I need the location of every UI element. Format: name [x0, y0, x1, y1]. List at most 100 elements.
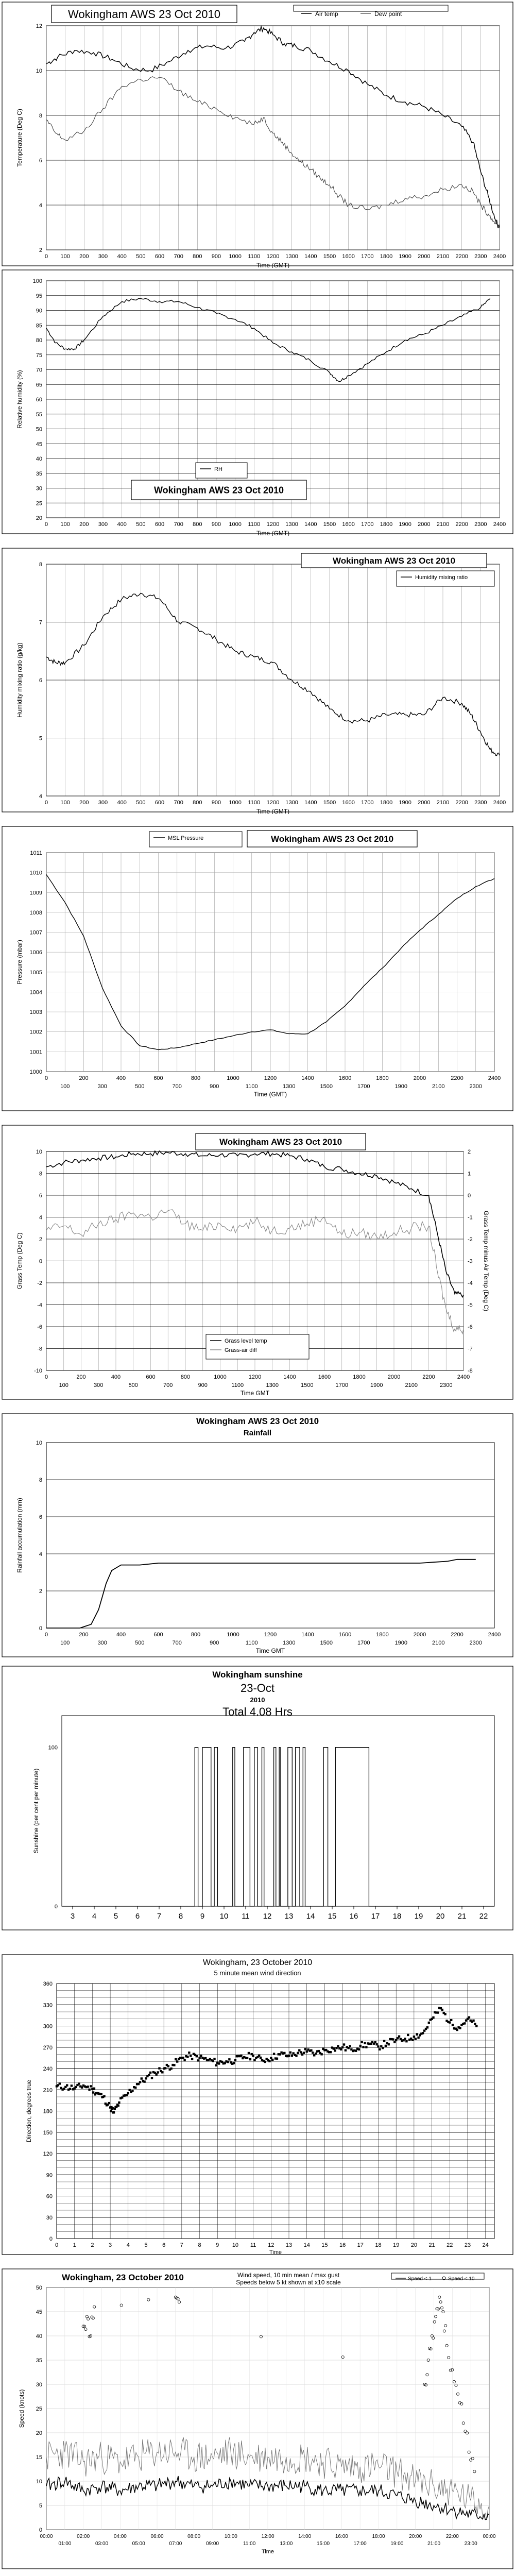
winddir-point: [179, 2057, 182, 2059]
winddir-point: [188, 2052, 191, 2054]
windspeed-y-axis-label: Speed (knots): [18, 2389, 25, 2428]
temp-x-axis-label: Time (GMT): [256, 262, 289, 268]
winddir-point: [272, 2053, 276, 2055]
windspeed-point-low: [451, 2368, 454, 2371]
sunshine-x-tick-label: 22: [479, 1912, 488, 1921]
winddir-point: [298, 2049, 301, 2052]
winddir-point: [292, 2052, 295, 2055]
grass-y2-tick-label: 1: [468, 1171, 471, 1177]
winddir-point: [320, 2053, 323, 2056]
rh-y-tick-label: 65: [36, 382, 42, 388]
winddir-point: [301, 2053, 304, 2056]
winddir-point: [91, 2088, 94, 2091]
rh-x-tick-label: 100: [60, 521, 70, 528]
winddir-x-tick-label: 6: [162, 2242, 165, 2248]
windspeed-point-low: [89, 2334, 92, 2337]
windspeed-point-low: [84, 2328, 88, 2331]
winddir-point: [367, 2042, 369, 2045]
winddir-point: [389, 2038, 391, 2041]
sunshine-chart-title: Wokingham sunshine: [212, 1670, 302, 1680]
hmr-series-humidity-mixing-ratio: [46, 592, 500, 756]
rh-x-tick-label: 700: [174, 521, 183, 528]
hmr-x-tick-label: 2000: [418, 800, 430, 806]
winddir-point: [245, 2057, 247, 2059]
winddir-gridlines: [56, 1983, 494, 2239]
winddir-point: [335, 2047, 338, 2049]
winddir-point: [108, 2102, 110, 2105]
winddir-point: [93, 2087, 96, 2090]
winddir-point: [294, 2054, 296, 2056]
pressure-y-tick-label: 1008: [30, 910, 42, 916]
winddir-point: [110, 2106, 113, 2109]
sunshine-x-tick-label: 10: [220, 1912, 229, 1921]
grass-y-tick-label: 0: [39, 1259, 42, 1265]
winddir-point: [113, 2108, 116, 2110]
winddir-point: [380, 2045, 383, 2047]
winddir-point: [57, 2084, 60, 2087]
winddir-point: [203, 2057, 205, 2060]
winddir-point: [396, 2037, 399, 2040]
rain-x-tick-label: 1500: [320, 1640, 333, 1646]
temp-y-tick-label: 10: [36, 68, 42, 74]
grass-y2-tick-label: 2: [468, 1149, 471, 1155]
hmr-y-tick-label: 5: [39, 736, 42, 742]
hmr-x-tick-label: 200: [79, 800, 89, 806]
winddir-point: [180, 2057, 183, 2059]
temp-x-tick-label: 2300: [474, 253, 487, 260]
grass-x-tick-label: 200: [76, 1374, 85, 1380]
pressure-x-tick-label: 1600: [339, 1075, 351, 1081]
windspeed-x-tick-label: 21:00: [427, 2541, 440, 2547]
pressure-x-tick-label: 100: [60, 1083, 70, 1090]
winddir-point: [405, 2040, 408, 2043]
windspeed-y-tick-label: 30: [36, 2382, 42, 2388]
hmr-x-tick-label: 600: [155, 800, 164, 806]
temp-y-tick-label: 4: [39, 202, 42, 209]
winddir-point: [234, 2059, 237, 2061]
pressure-x-tick-label: 900: [210, 1083, 219, 1090]
hmr-x-tick-label: 300: [98, 800, 108, 806]
winddir-y-tick-label: 0: [49, 2236, 53, 2242]
winddir-point: [434, 2011, 436, 2014]
grass-y-tick-label: 6: [39, 1193, 42, 1199]
grass-series-grass-level-temp: [46, 1150, 464, 1298]
rain-x-tick-label: 1900: [395, 1640, 407, 1646]
sunshine-x-tick-label: 9: [200, 1912, 204, 1921]
mixing-ratio-panel: 0 100 200 300 400 500 600 700 800 900 1000 1100 1200…: [0, 546, 515, 814]
winddir-point: [231, 2062, 234, 2065]
rh-x-tick-label: 300: [98, 521, 108, 528]
winddir-point: [454, 2027, 457, 2030]
winddir-point: [422, 2032, 424, 2035]
rain-x-tick-label: 2000: [414, 1632, 426, 1638]
rain-x-tick-label: 1100: [246, 1640, 258, 1646]
sunshine-y-tick-label: 0: [55, 1904, 58, 1910]
winddir-point: [55, 2085, 58, 2088]
winddir-point: [85, 2086, 88, 2089]
temp-y-tick-label: 6: [39, 158, 42, 164]
winddir-point: [139, 2081, 142, 2083]
winddir-y-tick-label: 60: [46, 2194, 53, 2200]
winddir-point: [341, 2046, 344, 2048]
hmr-y-tick-label: 7: [39, 620, 42, 626]
grass-y2-axis-label: Grass Temp minus Air Temp (Deg C): [483, 1211, 490, 1311]
grass-x-tick-label: 900: [198, 1382, 208, 1388]
windspeed-point-low: [177, 2300, 181, 2304]
grass-y-tick-label: -4: [37, 1302, 42, 1309]
windspeed-y-tick-label: 5: [39, 2503, 42, 2509]
winddir-point: [379, 2048, 381, 2050]
winddir-point: [79, 2085, 82, 2088]
grass-legend-label: Grass level temp: [225, 1338, 267, 1344]
pressure-x-tick-label: 2300: [470, 1083, 482, 1090]
winddir-point: [235, 2055, 238, 2058]
rh-y-tick-label: 75: [36, 352, 42, 359]
winddir-y-tick-label: 180: [43, 2109, 53, 2115]
temp-y-tick-label: 2: [39, 247, 42, 253]
winddir-point: [427, 2021, 430, 2024]
winddir-point: [121, 2096, 124, 2099]
winddir-point: [475, 2025, 478, 2027]
hmr-x-tick-label: 1900: [399, 800, 411, 806]
windspeed-point-low: [432, 2336, 435, 2340]
winddir-point: [375, 2043, 378, 2046]
temp-x-tick-label: 2400: [493, 253, 506, 260]
rain-x-tick-label: 700: [173, 1640, 182, 1646]
pressure-y-tick-label: 1011: [30, 850, 42, 856]
